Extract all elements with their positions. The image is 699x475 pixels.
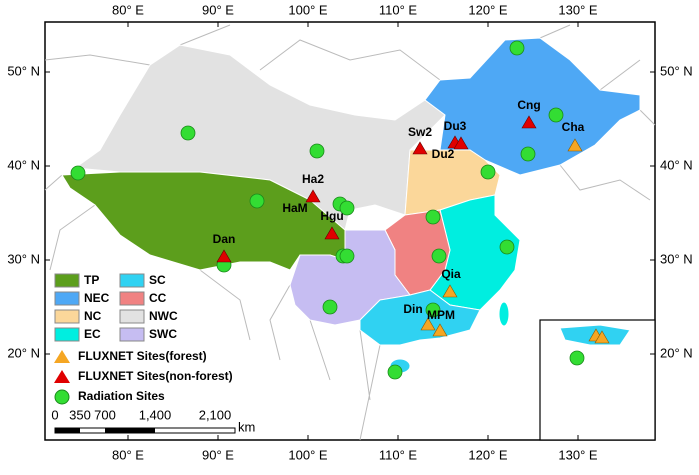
site-label: Dan (213, 232, 236, 246)
lat-label: 50° N (7, 63, 40, 78)
site-label: Du3 (444, 119, 467, 133)
region-swc (289, 229, 411, 326)
scale-label: 0 (51, 407, 58, 422)
legend-label: NEC (84, 291, 110, 305)
legend-swatch (54, 327, 80, 342)
lat-label: 50° N (660, 63, 693, 78)
legend-swatch (119, 327, 145, 342)
legend-swatch (54, 273, 80, 288)
legend-symbol (54, 350, 70, 363)
lon-label: 130° E (558, 2, 598, 17)
legend-label: NWC (149, 309, 178, 323)
non-forest-sites (216, 115, 537, 263)
site-label: Cng (517, 98, 540, 112)
radiation-sites (70, 40, 585, 380)
legend-swatch (54, 309, 80, 324)
site-label: Ha2 (302, 172, 324, 186)
lon-label: 130° E (558, 447, 598, 462)
legend: TP NEC NC EC SC CC NWC SWC FLUXNET Sites(forest)… (54, 273, 233, 405)
lon-label: 120° E (468, 2, 508, 17)
legend-label: FLUXNET Sites(forest) (78, 349, 207, 363)
site-labels: Cng Sw2 Du3 Cha Du2 Ha2 HaM Hgu Dan Qia … (213, 98, 585, 322)
lat-label: 20° N (660, 345, 693, 360)
lon-label: 80° E (112, 447, 144, 462)
legend-label: FLUXNET Sites(non-forest) (78, 369, 233, 383)
region-sc (359, 289, 481, 346)
legend-label: TP (84, 273, 99, 287)
scale-label: 700 (94, 407, 116, 422)
legend-label: EC (84, 327, 101, 341)
legend-label: SWC (149, 327, 177, 341)
legend-swatch (119, 291, 145, 306)
legend-symbol (54, 389, 70, 405)
lon-label: 80° E (112, 2, 144, 17)
lon-label: 110° E (379, 2, 418, 17)
lon-label: 90° E (202, 2, 234, 17)
scale-label: 2,100 (199, 407, 232, 422)
site-label: Du2 (432, 147, 455, 161)
region-taiwan (498, 301, 510, 327)
lat-label: 40° N (660, 157, 693, 172)
scale-unit: km (238, 419, 255, 434)
lon-label: 120° E (468, 447, 508, 462)
legend-label: SC (149, 273, 166, 287)
scale-label: 1,400 (139, 407, 172, 422)
lon-label: 90° E (202, 447, 234, 462)
lat-label: 20° N (7, 345, 40, 360)
site-label: HaM (282, 201, 307, 215)
legend-swatch (54, 291, 80, 306)
site-label: Din (403, 302, 422, 316)
regions (61, 37, 641, 374)
legend-label: Radiation Sites (78, 389, 165, 403)
lat-label: 30° N (7, 251, 40, 266)
lat-label: 40° N (7, 157, 40, 172)
site-label: MPM (427, 308, 455, 322)
scale-label: 350 (69, 407, 91, 422)
scale-bar: 0 350 700 1,400 2,100 km (51, 407, 255, 434)
legend-symbol (54, 370, 70, 383)
region-tp (61, 171, 346, 271)
lat-label: 30° N (660, 251, 693, 266)
site-label: Hgu (320, 209, 343, 223)
site-label: Cha (562, 120, 585, 134)
neighbor-borders (44, 24, 656, 441)
legend-label: NC (84, 309, 102, 323)
legend-swatch (119, 273, 145, 288)
lon-label: 100° E (288, 447, 328, 462)
legend-label: CC (149, 291, 167, 305)
lon-label: 100° E (288, 2, 328, 17)
lon-label: 110° E (379, 447, 418, 462)
site-label: Sw2 (408, 125, 432, 139)
forest-sites (420, 138, 610, 344)
legend-swatch (119, 309, 145, 324)
site-label: Qia (441, 267, 461, 281)
region-nec (424, 37, 641, 176)
